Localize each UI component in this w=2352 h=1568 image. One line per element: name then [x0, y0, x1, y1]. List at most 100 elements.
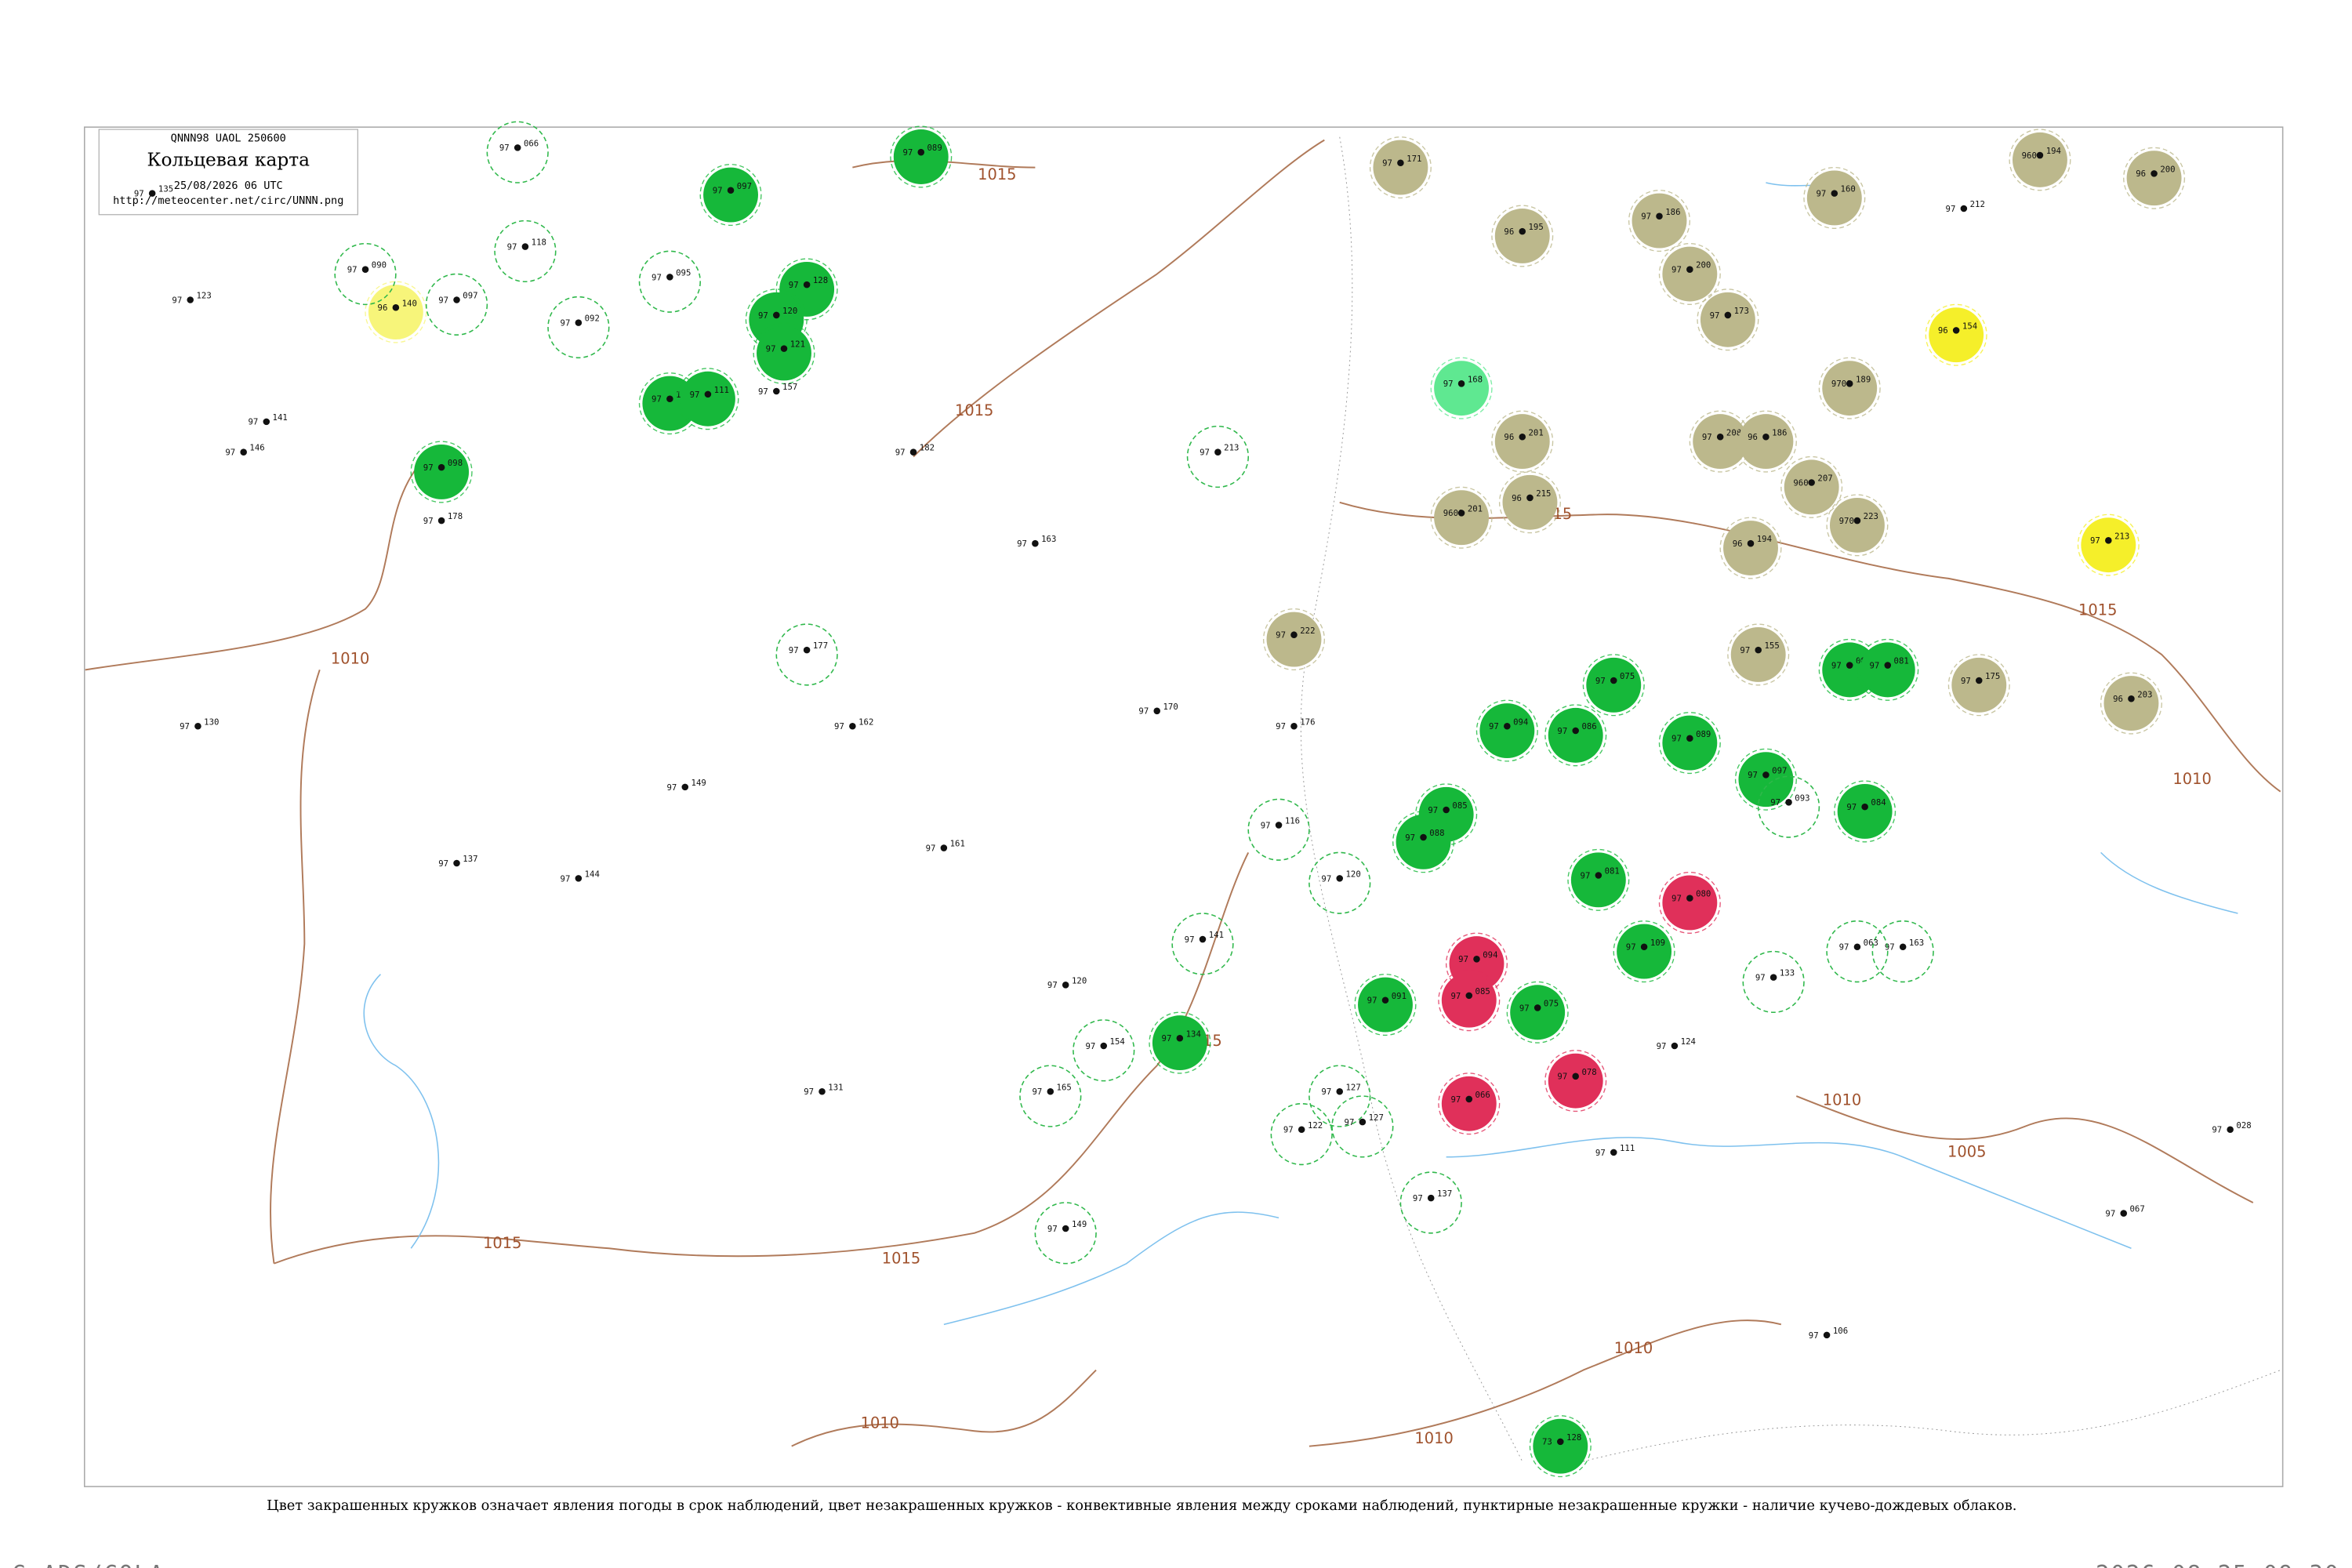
station-temperature: 97 — [1809, 1330, 1819, 1341]
station-dot — [437, 463, 445, 471]
station-dot — [1853, 943, 1861, 951]
station-dot — [818, 1087, 826, 1095]
station-dot — [1032, 539, 1039, 547]
station-dot — [940, 844, 948, 851]
station-ring — [1019, 1065, 1082, 1127]
station: 201 9600 — [1430, 486, 1493, 549]
station-dot — [1153, 707, 1160, 715]
station-dot — [1595, 872, 1602, 879]
station-temperature: 97 — [666, 782, 677, 793]
station-fill — [1632, 193, 1687, 249]
station-temperature: 97 — [1489, 721, 1499, 731]
station-dot — [514, 144, 521, 151]
station: 091 97 — [1354, 974, 1417, 1036]
station-pressure: 085 — [1475, 986, 1490, 996]
station-temperature: 97 — [2090, 535, 2100, 546]
station-fill — [1510, 985, 1566, 1040]
station-temperature: 97 — [1283, 1125, 1294, 1135]
isobar-label: 1010 — [861, 1414, 899, 1432]
station-dot — [1656, 212, 1663, 220]
station-dot — [1504, 722, 1511, 730]
station: 154 97 — [1073, 1019, 1135, 1082]
station-dot — [803, 281, 811, 289]
station-ring — [1544, 704, 1607, 767]
station-pressure: 090 — [372, 260, 387, 270]
station-pressure: 098 — [448, 458, 463, 468]
station-temperature: 97 — [758, 387, 768, 397]
header-date: 25/08/2026 06 UTC — [174, 180, 283, 192]
station-fill — [1548, 707, 1603, 763]
station-temperature: 9600 — [1793, 477, 1813, 488]
station-ring — [1544, 1050, 1607, 1112]
station-pressure: 075 — [1620, 671, 1635, 681]
station-temperature: 97 — [499, 143, 510, 153]
station-pressure: 155 — [1764, 641, 1779, 651]
station-temperature: 97 — [1138, 706, 1149, 717]
station: 146 97 — [225, 443, 264, 458]
station: 213 97 — [2077, 514, 2140, 576]
station: 186 96 — [1734, 410, 1797, 473]
station-pressure: 186 — [1772, 427, 1787, 437]
station-dot — [1823, 1331, 1831, 1339]
station-ring — [1308, 1065, 1371, 1127]
station-dot — [1724, 311, 1732, 319]
station: 134 97 — [1149, 1011, 1211, 1074]
station-dot — [1298, 1126, 1305, 1134]
station-pressure: 089 — [927, 143, 942, 153]
station-dot — [1755, 646, 1762, 654]
station-dot — [263, 418, 270, 426]
station-pressure: 120 — [1072, 975, 1087, 985]
isobar-label: 1010 — [1414, 1429, 1453, 1447]
station-dot — [521, 243, 529, 250]
station: 207 9600 — [1780, 456, 1843, 518]
isobar-label: 1010 — [1823, 1091, 1861, 1109]
station-temperature: 9700 — [1839, 516, 1860, 526]
station: 116 97 — [1247, 798, 1310, 861]
footer-right: 2026-08-25-09:30 — [2096, 1560, 2339, 1568]
station-pressure: 116 — [1285, 815, 1300, 826]
station-fill — [1837, 784, 1893, 839]
station: 201 96 — [1491, 410, 1554, 473]
station-pressure: 127 — [1369, 1112, 1384, 1123]
station-dot — [1420, 833, 1427, 841]
station: 109 97 — [1613, 920, 1675, 983]
station-ring — [1331, 1095, 1394, 1158]
station-ring — [334, 242, 397, 306]
station-dot — [392, 303, 400, 311]
station: 162 97 — [834, 717, 873, 731]
station-pressure: 213 — [2114, 531, 2129, 541]
station-pressure: 086 — [1581, 721, 1596, 731]
station-dot — [1808, 479, 1815, 486]
station-ring — [1719, 517, 1782, 579]
station-fill — [1441, 1076, 1497, 1131]
station-fill — [414, 444, 470, 499]
station: 075 97 — [1582, 654, 1645, 717]
station: 127 97 — [1331, 1095, 1394, 1158]
station-pressure: 203 — [2137, 689, 2152, 699]
station-ring — [1697, 289, 1759, 351]
station-pressure: 141 — [1209, 930, 1224, 940]
station-temperature: 97 — [1450, 1094, 1461, 1105]
station-dot — [1290, 631, 1298, 638]
station-pressure: 154 — [1110, 1036, 1125, 1047]
footer-left: GrADS/COLA — [13, 1560, 165, 1568]
station-pressure: 189 — [1856, 374, 1871, 384]
station-ring — [1430, 486, 1493, 549]
station-temperature: 97 — [1276, 630, 1286, 641]
station-dot — [2120, 1210, 2128, 1217]
station-fill — [757, 325, 811, 381]
station-temperature: 97 — [1671, 734, 1682, 744]
station-temperature: 97 — [1345, 1117, 1355, 1127]
station-ring — [677, 368, 739, 430]
station-ring — [1392, 811, 1455, 873]
station-ring — [1369, 136, 1432, 199]
station-dot — [1381, 996, 1389, 1004]
station: 121 97 — [753, 321, 815, 384]
station-pressure: 122 — [1308, 1120, 1323, 1131]
station-dot — [1572, 727, 1579, 735]
station-dot — [803, 646, 811, 654]
isobar-label: 1015 — [483, 1234, 521, 1252]
station: 212 97 — [1946, 199, 1985, 214]
station-fill — [1738, 752, 1794, 808]
